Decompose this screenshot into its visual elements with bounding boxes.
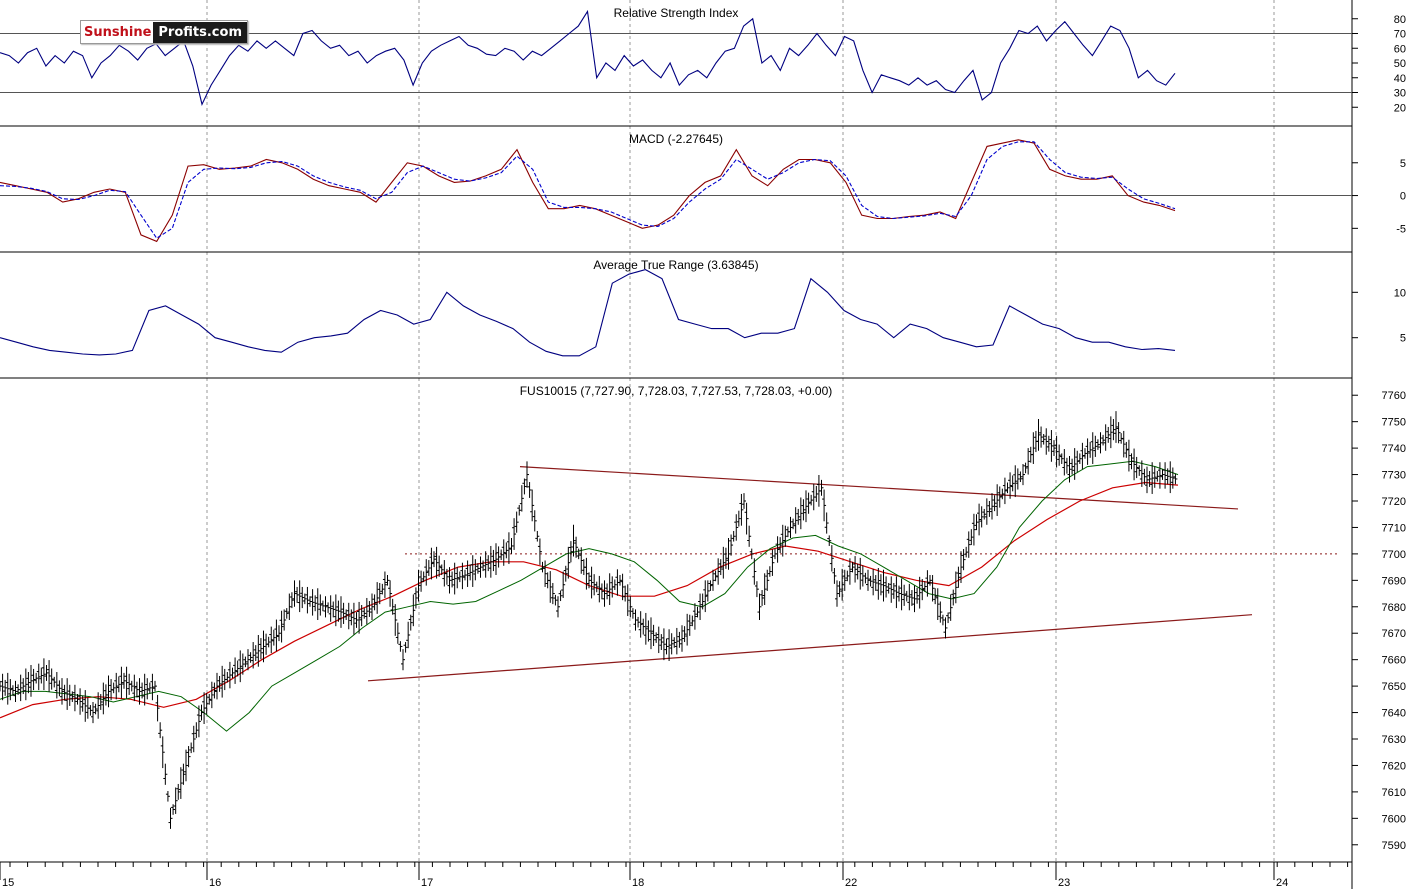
ma-short-line bbox=[0, 460, 1179, 732]
x-tick-label: 17 bbox=[421, 877, 433, 889]
y-tick-label: 7670 bbox=[1382, 628, 1406, 640]
x-tick-label: 16 bbox=[209, 877, 221, 889]
y-tick-label: 20 bbox=[1394, 102, 1406, 114]
y-tick-label: 40 bbox=[1394, 73, 1406, 85]
y-tick-label: 7600 bbox=[1382, 813, 1406, 825]
trendline-support bbox=[367, 614, 1253, 682]
y-tick-label: 80 bbox=[1394, 14, 1406, 26]
y-tick-label: -5 bbox=[1396, 223, 1406, 235]
x-tick-label: 23 bbox=[1058, 877, 1070, 889]
y-tick-label: 7690 bbox=[1382, 575, 1406, 587]
y-tick-label: 7710 bbox=[1382, 522, 1406, 534]
panel-title-3: FUS10015 (7,727.90, 7,728.03, 7,727.53, … bbox=[520, 384, 833, 398]
y-tick-label: 7720 bbox=[1382, 496, 1406, 508]
y-tick-label: 7740 bbox=[1382, 443, 1406, 455]
logo-part-1: Sunshine bbox=[84, 24, 152, 40]
y-tick-label: 10 bbox=[1394, 287, 1406, 299]
y-tick-label: 5 bbox=[1400, 158, 1406, 170]
y-axis-ticks-0: 80 70 60 50 40 30 20 bbox=[1352, 14, 1406, 114]
y-tick-label: 7640 bbox=[1382, 708, 1406, 720]
y-tick-label: 7730 bbox=[1382, 470, 1406, 482]
trendline-resistance bbox=[519, 466, 1239, 510]
y-tick-label: 7630 bbox=[1382, 734, 1406, 746]
panel-title-1: MACD (-2.27645) bbox=[629, 132, 723, 146]
y-tick-label: 7680 bbox=[1382, 602, 1406, 614]
panel-title-0: Relative Strength Index bbox=[614, 6, 739, 20]
y-tick-label: 7660 bbox=[1382, 655, 1406, 667]
y-tick-label: 7650 bbox=[1382, 681, 1406, 693]
x-tick-label: 24 bbox=[1276, 877, 1288, 889]
y-axis-ticks-2: 10 5 bbox=[1352, 287, 1406, 345]
y-tick-label: 60 bbox=[1394, 43, 1406, 55]
signal-line bbox=[0, 141, 1176, 239]
y-tick-label: 50 bbox=[1394, 58, 1406, 70]
y-tick-label: 7610 bbox=[1382, 787, 1406, 799]
y-tick-label: 7620 bbox=[1382, 760, 1406, 772]
price-bars bbox=[0, 411, 1178, 829]
rsi-line bbox=[0, 9, 1176, 106]
y-tick-label: 7750 bbox=[1382, 417, 1406, 429]
logo-part-2: Profits.com bbox=[153, 21, 247, 43]
panel-title-2: Average True Range (3.63845) bbox=[593, 258, 758, 272]
x-tick-label: 18 bbox=[632, 877, 644, 889]
y-tick-label: 7590 bbox=[1382, 840, 1406, 852]
x-tick-label: 22 bbox=[845, 877, 857, 889]
x-axis-ticks: 15 16 17 18 22 23 24 bbox=[0, 862, 1349, 889]
y-tick-label: 30 bbox=[1394, 88, 1406, 100]
y-tick-label: 0 bbox=[1400, 191, 1406, 203]
x-tick-label: 15 bbox=[2, 877, 14, 889]
y-axis-ticks-1: 5 0 -5 bbox=[1352, 158, 1406, 235]
y-tick-label: 5 bbox=[1400, 333, 1406, 345]
y-tick-label: 7700 bbox=[1382, 549, 1406, 561]
y-axis-ticks-3: 7760 7750 7740 7730 7720 7710 7700 7690 7680 7670… bbox=[1352, 390, 1406, 852]
atr-line bbox=[0, 269, 1176, 357]
sunshine-profits-logo: Sunshine Profits.com bbox=[80, 20, 248, 44]
y-tick-label: 7760 bbox=[1382, 390, 1406, 402]
macd-line bbox=[0, 139, 1176, 243]
y-tick-label: 70 bbox=[1394, 29, 1406, 41]
